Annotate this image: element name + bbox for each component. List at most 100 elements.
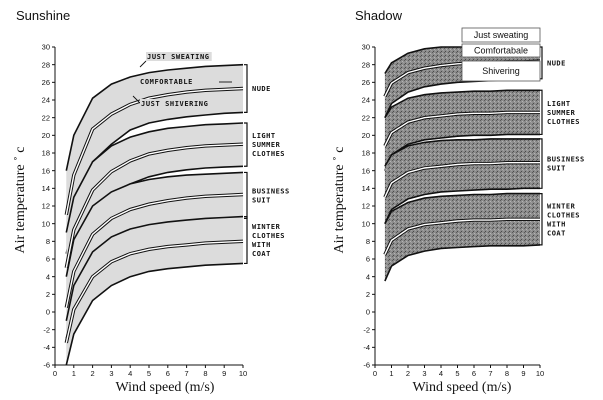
y-tick-label: 24	[42, 96, 50, 105]
band-upper-line	[65, 171, 244, 277]
band-label-layer: NUDELIGHTSUMMERCLOTHESBUSINESSSUITWINTER…	[132, 52, 290, 265]
band-label-line: WINTER	[252, 223, 281, 231]
band-label-line: CLOTHES	[252, 150, 285, 158]
x-tick-label: 5	[455, 369, 459, 378]
band-lower-line	[384, 244, 541, 282]
x-tick-label: 3	[422, 369, 426, 378]
band-label-line: SUMMER	[547, 109, 576, 117]
y-tick-label: 6	[366, 255, 370, 264]
legend-box-label: Shivering	[482, 66, 520, 76]
band-bracket	[244, 64, 248, 113]
y-tick-label: 0	[366, 308, 370, 317]
y-tick-label: 4	[46, 272, 50, 281]
band-label-line: WINTER	[547, 202, 576, 210]
x-tick-label: 7	[488, 369, 492, 378]
y-tick-label: 8	[46, 237, 50, 246]
comfort-line	[384, 218, 540, 255]
sunshine-panel: Sunshine -6-4-20246810121416182022242628…	[13, 8, 290, 395]
y-tick-label: -4	[43, 343, 50, 352]
band-bracket	[244, 122, 248, 167]
y-tick-label: 8	[366, 237, 370, 246]
band-label-line: NUDE	[252, 85, 271, 93]
y-tick-label: 18	[362, 149, 370, 158]
y-tick-label: 22	[42, 113, 50, 122]
band-label-line: LIGHT	[547, 100, 571, 108]
y-tick-label: 18	[42, 149, 50, 158]
panel-title: Sunshine	[16, 8, 70, 23]
x-tick-label: 2	[91, 369, 95, 378]
comfort-legend-boxes: Just sweating Comfortabale Shivering	[461, 27, 541, 82]
y-tick-label: -4	[363, 343, 370, 352]
band-area-3	[384, 193, 540, 282]
x-tick-label: 10	[536, 369, 544, 378]
y-axis-label: Air temperature ˚ c	[13, 147, 28, 254]
band-bracket	[539, 193, 543, 246]
nude-annotation: JUST SWEATING	[147, 53, 210, 61]
comfort-line	[384, 111, 540, 147]
legend-box	[461, 43, 541, 58]
shadow-panel: Shadow -6-4-2024681012141618202224262830…	[332, 8, 584, 395]
band-upper-line	[65, 215, 244, 321]
x-tick-label: 9	[521, 369, 525, 378]
annotation-leader	[132, 95, 141, 104]
annotation-leader	[139, 60, 147, 68]
band-label-line: CLOTHES	[252, 232, 285, 240]
y-tick-label: 16	[362, 166, 370, 175]
y-tick-label: 14	[362, 184, 370, 193]
y-tick-label: 6	[46, 255, 50, 264]
y-tick-label: 24	[362, 96, 370, 105]
x-tick-label: 7	[185, 369, 189, 378]
y-tick-label: -6	[363, 361, 370, 370]
x-tick-label: 0	[53, 369, 57, 378]
y-axis-label: Air temperature ˚ c	[332, 147, 347, 254]
y-tick-label: -2	[43, 325, 50, 334]
y-tick-label: 10	[362, 219, 370, 228]
band-upper-line	[384, 192, 540, 225]
y-tick-label: 28	[42, 60, 50, 69]
band-label-line: NUDE	[547, 59, 566, 67]
y-tick-label: 22	[362, 113, 370, 122]
y-tick-label: 2	[46, 290, 50, 299]
x-tick-label: 1	[389, 369, 393, 378]
band-label-line: CLOTHES	[547, 211, 580, 219]
x-tick-label: 10	[239, 369, 247, 378]
band-label-line: LIGHT	[252, 132, 276, 140]
band-area-2	[66, 172, 243, 339]
band-upper-line	[384, 138, 540, 167]
y-tick-label: 10	[42, 219, 50, 228]
legend-box-label: Comfortabale	[474, 46, 528, 56]
comfort-line	[65, 87, 244, 215]
y-tick-label: -6	[43, 361, 50, 370]
x-tick-label: 0	[373, 369, 377, 378]
band-label-line: COAT	[547, 229, 566, 237]
y-tick-label: 14	[42, 184, 50, 193]
band-bracket	[539, 89, 543, 136]
annotation-bg	[146, 52, 212, 61]
y-tick-label: 0	[46, 308, 50, 317]
band-lower-line	[384, 187, 540, 225]
y-tick-label: 12	[362, 202, 370, 211]
band-label-line: COAT	[252, 250, 271, 258]
x-tick-label: 8	[505, 369, 509, 378]
comfort-line	[65, 193, 244, 308]
legend-box	[461, 27, 541, 43]
band-label-line: SUMMER	[252, 141, 281, 149]
x-tick-label: 6	[166, 369, 170, 378]
band-label-line: BUSINESS	[252, 187, 290, 195]
band-label-line: SUIT	[547, 165, 566, 173]
band-upper-line	[65, 122, 244, 233]
band-upper-line	[65, 63, 244, 171]
band-lower-line	[384, 133, 540, 172]
y-tick-label: 2	[366, 290, 370, 299]
y-tick-label: 4	[366, 272, 370, 281]
band-layer	[64, 63, 244, 366]
band-area-2	[384, 138, 540, 224]
y-tick-label: 12	[42, 202, 50, 211]
nude-annotation: COMFORTABLE	[140, 78, 193, 86]
x-tick-label: 6	[472, 369, 476, 378]
x-tick-label: 1	[72, 369, 76, 378]
band-label-line: SUIT	[252, 196, 271, 204]
comfort-line	[65, 240, 244, 344]
